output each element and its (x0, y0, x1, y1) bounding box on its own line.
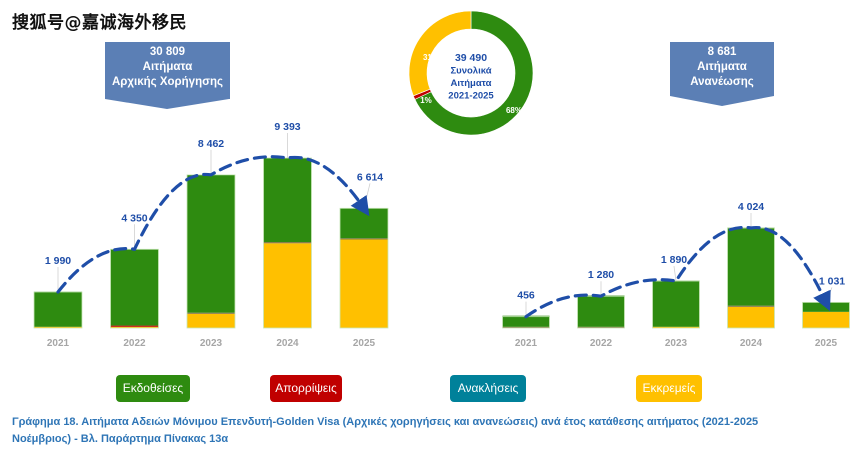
bar-segment-2023 (652, 326, 700, 328)
bar-segment-2022 (110, 249, 159, 326)
legend-issued: Εκδοθείσες (116, 375, 190, 402)
total-label: 1 990 (45, 255, 71, 267)
donut-center-text: 39 490 (455, 52, 487, 64)
total-label: 1 280 (588, 269, 614, 281)
watermark: 搜狐号@嘉诚海外移民 (12, 13, 187, 33)
bar-segment-2022 (110, 325, 159, 327)
total-label: 9 393 (274, 121, 300, 133)
bar-segment-2025 (340, 238, 388, 240)
bar-segment-2025 (340, 239, 388, 328)
bar-segment-2024 (263, 243, 312, 328)
bar-segment-2021 (34, 291, 82, 327)
legend-pending-label: Εκκρεμείς (642, 381, 696, 395)
trend-line (56, 155, 370, 294)
leader-line (673, 265, 677, 282)
callout-renewal-value: 8 681 (707, 46, 737, 58)
x-tick-label: 2024 (276, 338, 299, 349)
total-label: 456 (517, 290, 535, 302)
figure-caption: Γράφημα 18. Αιτήματα Αδειών Μόνιμου Επεν… (12, 414, 857, 448)
trend-line (524, 225, 831, 319)
x-tick-label: 2025 (353, 338, 376, 349)
total-label: 1 890 (661, 254, 687, 266)
bar-segment-2023 (187, 312, 235, 314)
bar-segment-2022 (577, 295, 625, 327)
bar-segment-2024 (263, 158, 312, 243)
total-label: 8 462 (198, 138, 224, 150)
callout-initial-line2: Αρχικής Χορήγησης (112, 76, 223, 88)
legend-rejected: Απορρίψεις (270, 375, 342, 402)
donut-center-text: 2021-2025 (448, 91, 494, 102)
leader-line (363, 183, 371, 209)
leader-line (825, 287, 833, 303)
total-label: 1 031 (819, 275, 845, 287)
bar-segment-2025 (340, 208, 388, 239)
bar-segment-2023 (187, 174, 235, 313)
bar-segment-2024 (263, 242, 312, 244)
bar-segment-2023 (187, 313, 235, 328)
callout-arrow-icon (105, 99, 229, 109)
x-tick-label: 2022 (590, 338, 613, 349)
initial-grants-chart: 2021 1 990 2022 4 350 2023 8 462 2024 9 393 2025… (33, 121, 389, 349)
callout-initial-line1: Αιτήματα (142, 61, 193, 73)
bar-segment-2025 (802, 311, 850, 328)
caption-line1: Γράφημα 18. Αιτήματα Αδειών Μόνιμου Επεν… (12, 416, 759, 428)
bar-segment-2024 (727, 305, 775, 307)
legend-revoked-label: Ανακλήσεις (457, 381, 519, 395)
donut-slice (408, 10, 472, 97)
x-tick-label: 2021 (47, 338, 70, 349)
bar-segment-2021 (502, 326, 550, 328)
x-tick-label: 2023 (665, 338, 688, 349)
x-tick-label: 2022 (123, 338, 146, 349)
bar-segment-2021 (34, 326, 82, 328)
bar-segment-2022 (110, 326, 159, 328)
total-label: 4 350 (121, 212, 147, 224)
donut-slice-label: 31% (423, 53, 439, 62)
callout-initial-value: 30 809 (149, 46, 186, 58)
donut-center-text: Αιτήματα (450, 78, 491, 89)
legend-rejected-label: Απορρίψεις (275, 381, 337, 395)
donut-slice-label: 1% (420, 96, 432, 105)
legend-pending: Εκκρεμείς (636, 375, 702, 402)
total-label: 6 614 (357, 171, 383, 183)
callout-renewals: 8 681 Αιτήματα Ανανέωσης (670, 42, 774, 106)
donut-slice (414, 10, 534, 136)
x-tick-label: 2021 (515, 338, 538, 349)
renewals-chart: 2021 456 2022 1 280 2023 1 890 2024 4 024 2025 1 … (502, 201, 850, 349)
callout-arrow-icon (670, 96, 774, 106)
callout-renewal-line2: Ανανέωσης (690, 76, 754, 88)
bar-segment-2023 (652, 280, 700, 327)
total-label: 4 024 (738, 201, 764, 213)
x-tick-label: 2024 (740, 338, 763, 349)
bar-segment-2021 (502, 315, 550, 327)
callout-initial-grants: 30 809 Αιτήματα Αρχικής Χορήγησης (105, 42, 230, 109)
bar-segment-2024 (727, 227, 775, 306)
legend-revoked: Ανακλήσεις (450, 375, 526, 402)
legend-issued-label: Εκδοθείσες (122, 381, 184, 395)
bar-segment-2022 (577, 326, 625, 328)
callout-renewal-line1: Αιτήματα (697, 61, 747, 73)
donut-slice-label: 68% (506, 106, 522, 115)
caption-line2: Νοέμβριος) - Βλ. Παράρτημα Πίνακας 13α (12, 433, 229, 445)
x-tick-label: 2025 (815, 338, 838, 349)
bar-segment-2024 (727, 306, 775, 328)
donut-center-text: Συνολικά (450, 66, 491, 77)
x-tick-label: 2023 (200, 338, 223, 349)
